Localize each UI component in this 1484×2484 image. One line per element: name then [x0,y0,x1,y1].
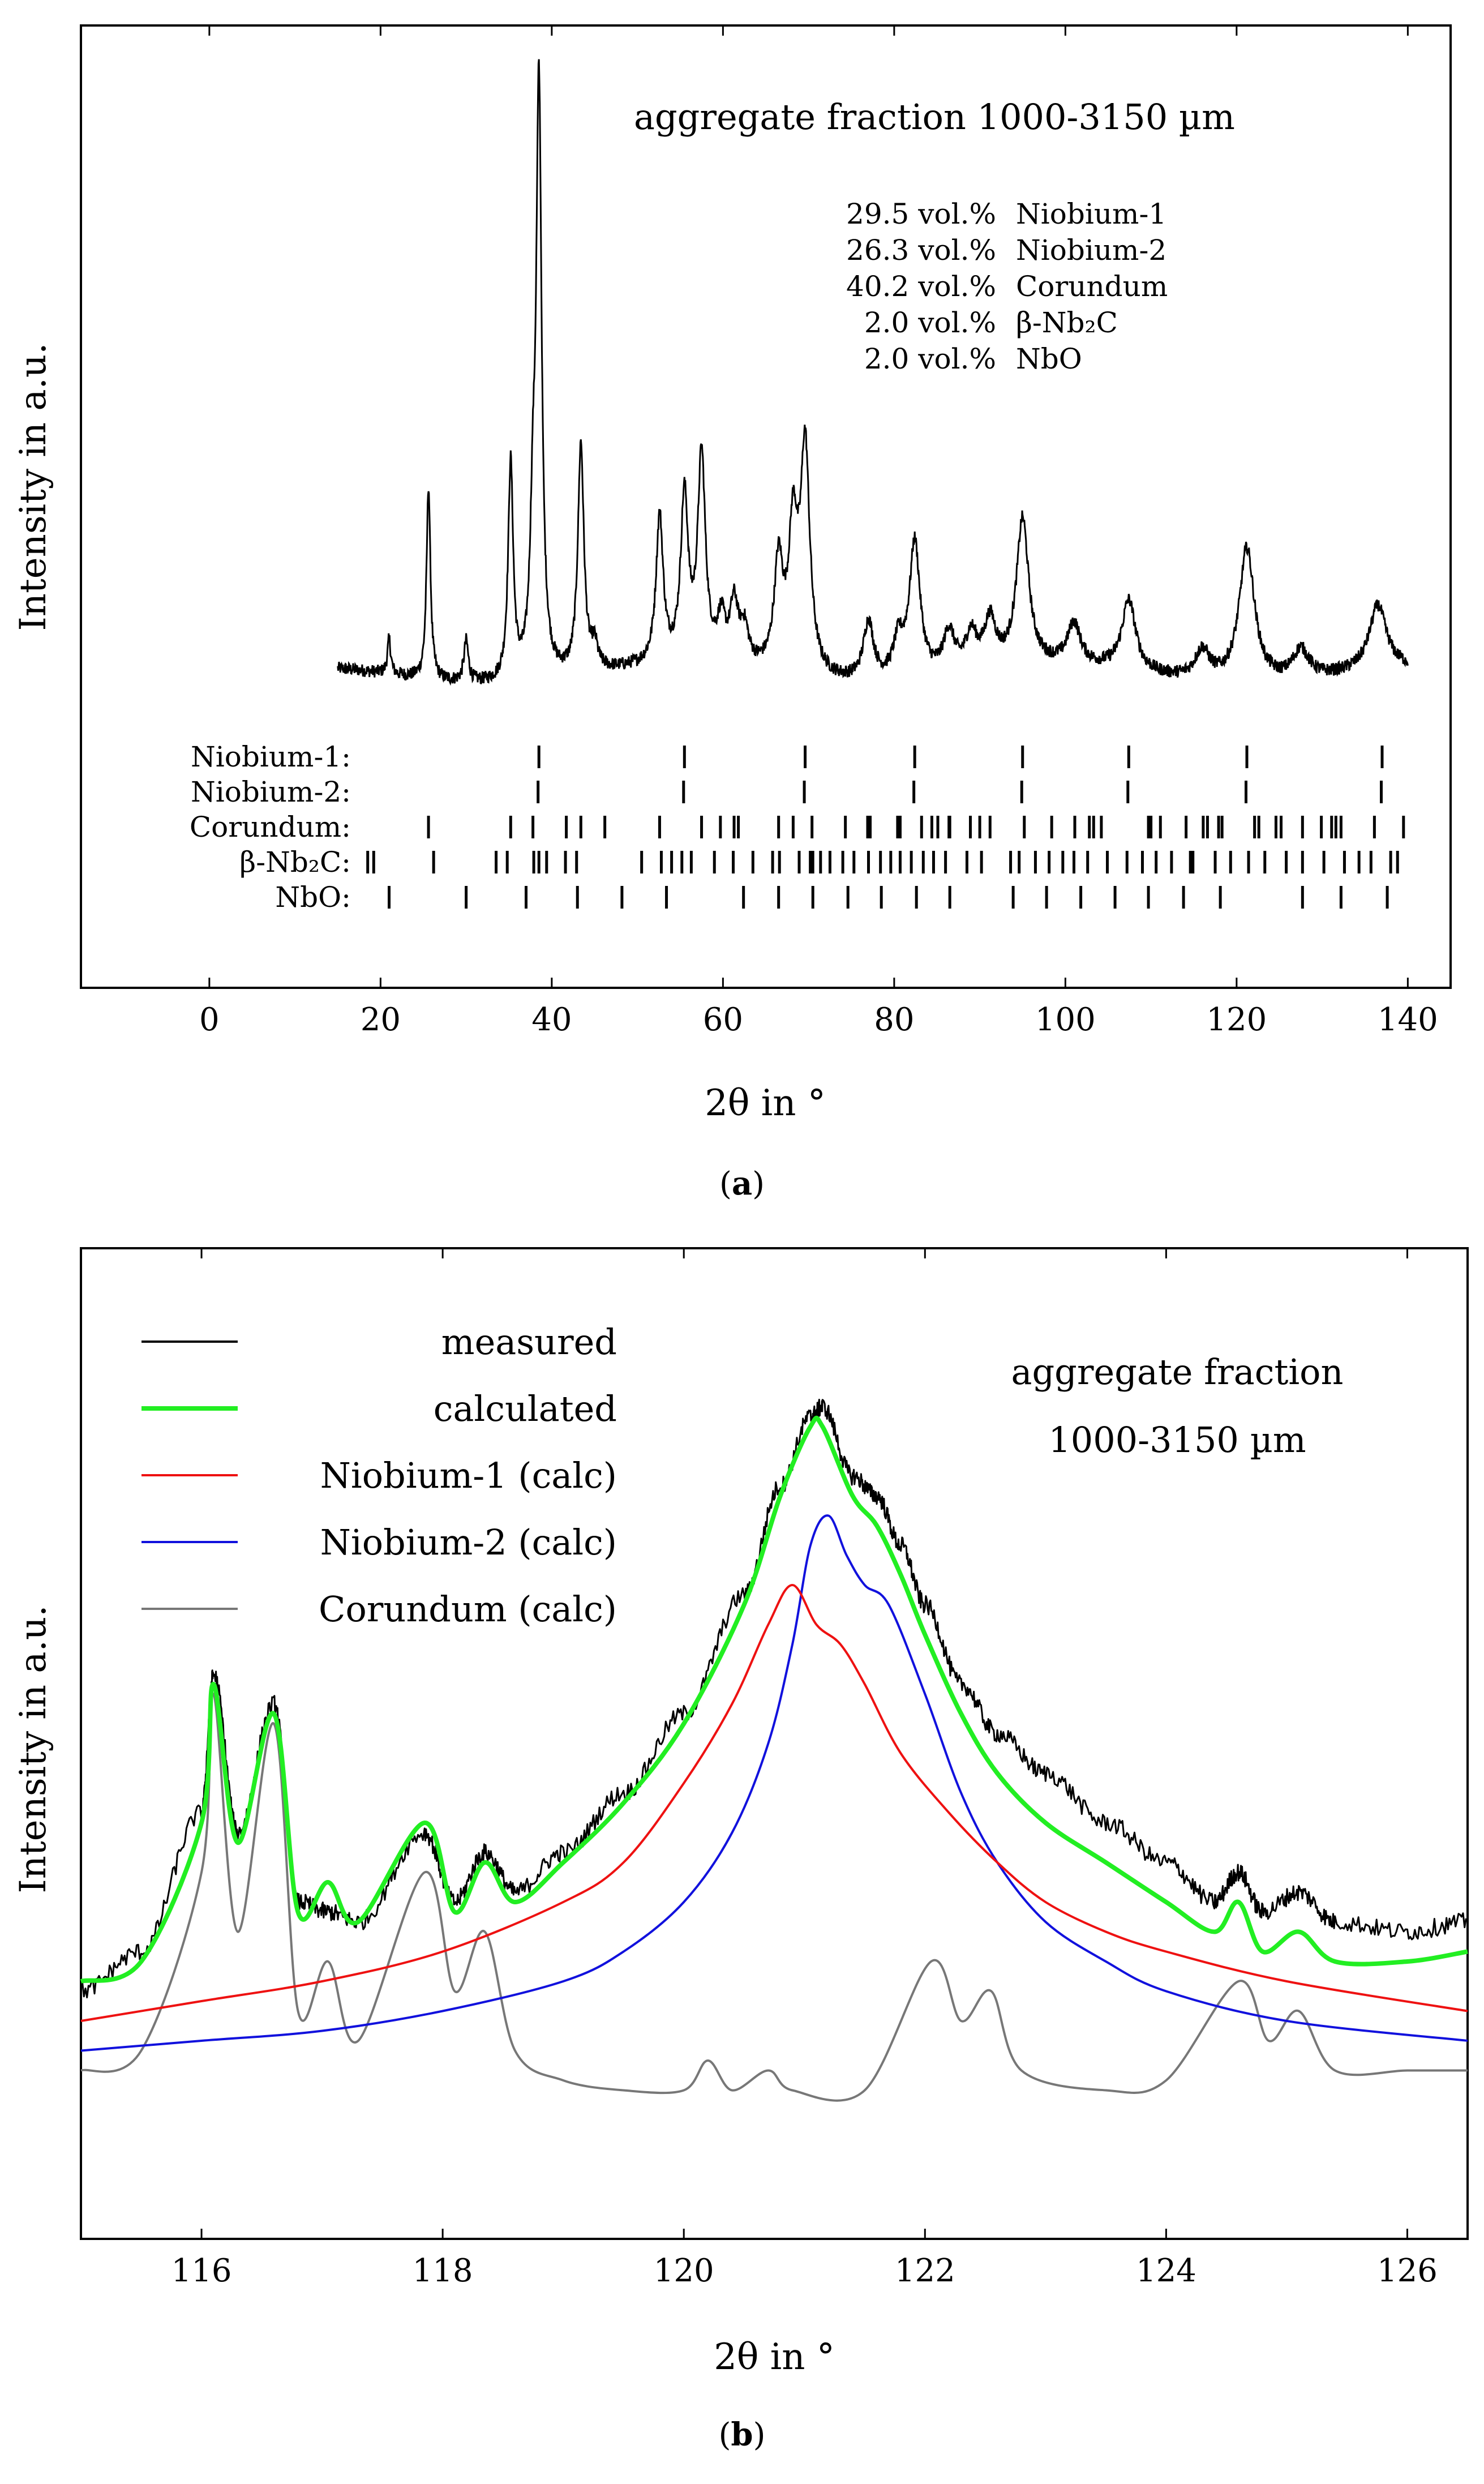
calculated-line [80,1415,1468,1984]
composition-phase: Niobium-2 [1016,234,1166,267]
composition-phase: Niobium-1 [1016,198,1166,230]
panel-a-xtick-label: 40 [531,1001,572,1038]
composition-phase: NbO [1016,342,1082,375]
panel-a-xtick-label: 100 [1035,1001,1096,1038]
panel-a-xtick-label: 60 [703,1001,743,1038]
panel-b-caption: (b) [719,2416,766,2453]
panel-a-xtick-label: 80 [874,1001,914,1038]
panel-a-frame [80,24,1452,989]
legend: measured calculated Niobium-1 (calc) Niobiu… [141,1321,617,1630]
panel-b-xtick-label: 116 [171,2252,232,2289]
legend-label: Niobium-1 (calc) [320,1455,617,1496]
panel-a-xtick-label: 140 [1378,1001,1438,1038]
corundum-calc-line [80,1692,1468,2102]
panel-a-xtick-label: 120 [1206,1001,1267,1038]
panel-b-xtick-label: 120 [654,2252,714,2289]
reflection-markers: Niobium-1:Niobium-2:Corundum:β-Nb₂C:NbO: [190,740,1405,914]
composition-value: 26.3 vol.% [846,234,996,267]
panel-b-series [80,1398,1468,2102]
panel-a-caption: (a) [719,1165,765,1202]
legend-label: calculated [434,1388,617,1429]
panel-b-xtick-label: 124 [1136,2252,1196,2289]
panel-b-xtick-label: 118 [413,2252,473,2289]
legend-label: Niobium-2 (calc) [320,1522,617,1563]
phase-label: Niobium-2: [191,776,351,808]
panel-a-xlabel: 2θ in ° [705,1082,826,1124]
panel-b-frame [80,1247,1469,2240]
composition-value: 2.0 vol.% [864,306,996,339]
phase-label: β-Nb₂C: [239,846,351,879]
niobium-1-calc-line [80,1584,1468,2022]
legend-label: measured [441,1321,617,1363]
panel-a-xtick-label: 0 [199,1001,220,1038]
composition-value: 2.0 vol.% [864,342,996,375]
niobium-2-calc-line [80,1514,1468,2052]
panel-a-annotation: aggregate fraction 1000-3150 µm [634,96,1235,138]
panel-b-xlabel: 2θ in ° [714,2336,835,2378]
panel-b-xtick-label: 122 [895,2252,955,2289]
panel-b-annotation-line1: aggregate fraction [1011,1351,1344,1393]
composition-phase: β-Nb₂C [1016,306,1118,339]
panel-b-xticks: 116 118 120 122 124 126 [171,1248,1438,2289]
composition-phase: Corundum [1016,270,1168,303]
composition-list: 29.5 vol.% Niobium-1 26.3 vol.% Niobium-2 40… [846,198,1168,375]
phase-label: Corundum: [190,811,351,843]
panel-b-annotation-line2: 1000-3150 µm [1048,1419,1306,1461]
panel-b-xtick-label: 126 [1377,2252,1438,2289]
composition-value: 40.2 vol.% [846,270,996,303]
composition-value: 29.5 vol.% [846,198,996,230]
panel-a-xticks: 0 20 40 60 80 100 120 140 [199,25,1438,1038]
phase-label: Niobium-1: [191,740,351,773]
panel-a-ylabel: Intensity in a.u. [12,343,54,631]
measured-pattern-a [337,59,1409,686]
panel-a-xtick-label: 20 [361,1001,401,1038]
legend-label: Corundum (calc) [319,1588,617,1630]
phase-label: NbO: [275,881,351,914]
panel-b-ylabel: Intensity in a.u. [12,1605,54,1894]
